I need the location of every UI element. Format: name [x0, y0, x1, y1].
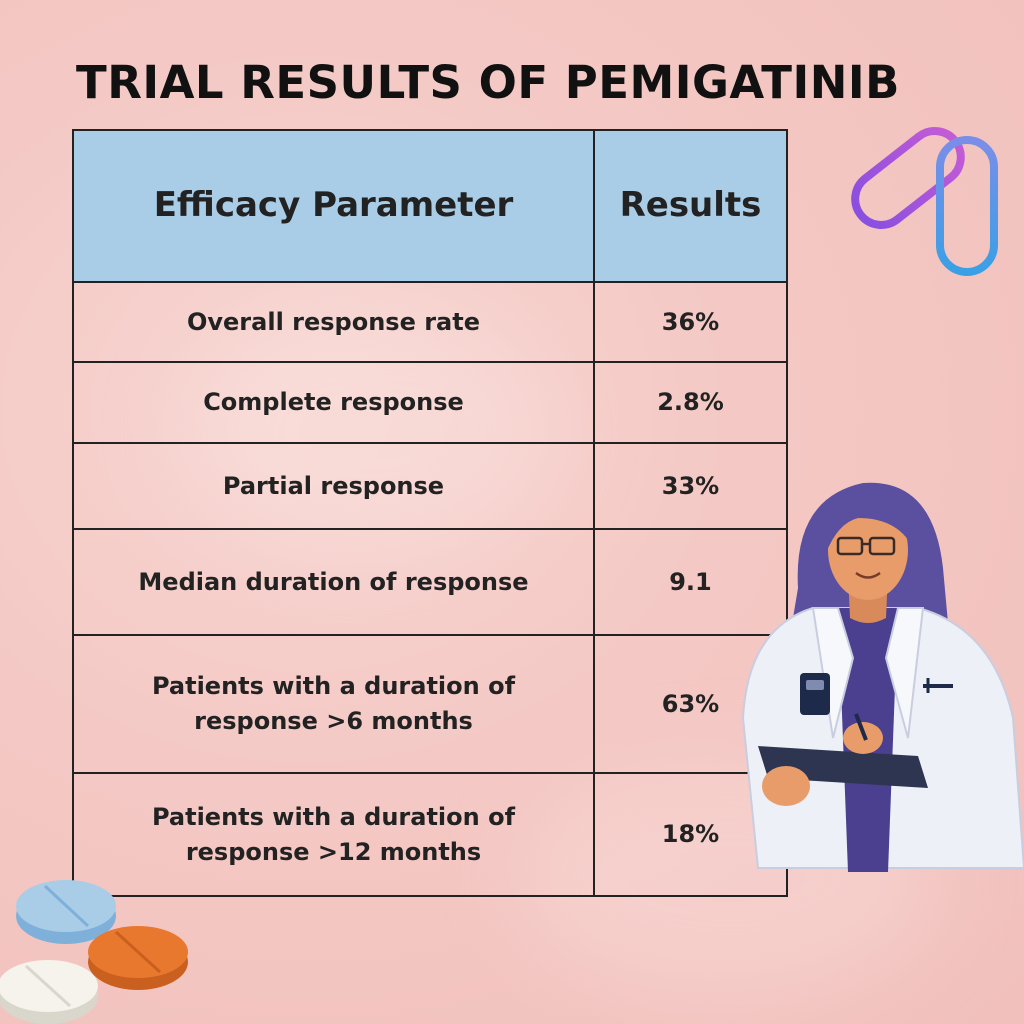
parameter-cell: Partial response [72, 442, 595, 530]
result-cell: 33% [593, 442, 788, 530]
result-cell: 36% [593, 281, 788, 363]
table-row: Patients with a duration of response >6 … [72, 634, 788, 774]
parameter-cell: Overall response rate [72, 281, 595, 363]
parameter-cell: Complete response [72, 361, 595, 444]
capsules-icon [851, 127, 998, 276]
result-cell: 9.1 [593, 528, 788, 636]
parameter-cell: Median duration of response [72, 528, 595, 636]
tablets-icon [0, 880, 188, 1024]
parameter-line: response >6 months [194, 707, 473, 735]
table-row: Partial response 33% [72, 442, 788, 530]
header-results: Results [593, 129, 788, 283]
table-row: Median duration of response 9.1 [72, 528, 788, 636]
header-parameter: Efficacy Parameter [72, 129, 595, 283]
parameter-line: Patients with a duration of [151, 672, 516, 701]
table-row: Overall response rate 36% [72, 281, 788, 363]
doctor-illustration [741, 482, 1024, 872]
parameter-cell: Patients with a duration of response >6 … [72, 634, 595, 774]
table-header-row: Efficacy Parameter Results [72, 129, 788, 283]
result-cell: 2.8% [593, 361, 788, 444]
page-title: TRIAL RESULTS OF PEMIGATINIB [76, 56, 900, 109]
results-table: Efficacy Parameter Results Overall respo… [72, 129, 788, 897]
parameter-line: response >12 months [185, 837, 482, 866]
table-row: Complete response 2.8% [72, 361, 788, 444]
parameter-line: Patients with a duration of [151, 802, 516, 831]
parameter-cell: Patients with a duration of response >12… [72, 772, 595, 897]
